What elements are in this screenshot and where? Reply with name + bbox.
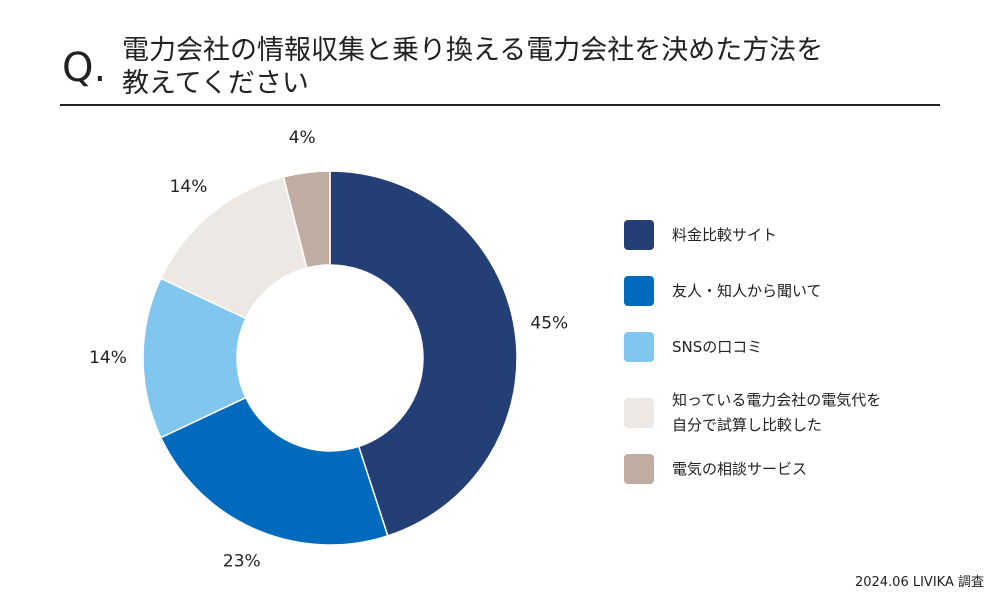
legend-swatch-4	[624, 398, 654, 428]
legend-label-3: SNSの口コミ	[672, 335, 762, 360]
slice-label-1: 45%	[530, 313, 568, 333]
chart-legend: 料金比較サイト友人・知人から聞いて SNSの口コミ知っている電力会社の電気代を 自分…	[624, 0, 984, 600]
legend-label-2-line-1: 友人・知人から聞いて	[672, 281, 822, 300]
legend-swatch-2	[624, 276, 654, 306]
header: Q. 電力会社の情報収集と乗り換える電力会社を決めた方法を 教えてください	[60, 28, 940, 106]
legend-label-1: 料金比較サイト	[672, 223, 777, 248]
legend-item-3: SNSの口コミ	[624, 332, 762, 362]
question-mark-label: Q.	[62, 45, 107, 91]
legend-swatch-5	[624, 454, 654, 484]
source-note: 2024.06 LIVIKA 調査	[854, 575, 984, 590]
legend-item-5: 電気の相談サービス	[624, 454, 807, 484]
legend-item-4: 知っている電力会社の電気代を 自分で試算し比較した	[624, 388, 881, 438]
slice-label-5: 4%	[289, 128, 316, 148]
slice-label-4: 14%	[170, 177, 208, 197]
legend-label-2: 友人・知人から聞いて	[672, 279, 822, 304]
legend-label-4-line-2: 自分で試算し比較した	[672, 416, 823, 434]
legend-label-4: 知っている電力会社の電気代を 自分で試算し比較した	[672, 388, 881, 438]
legend-item-2: 友人・知人から聞いて	[624, 276, 822, 306]
slice-label-3: 14%	[89, 348, 127, 368]
legend-label-1-line-1: 料金比較サイト	[672, 225, 778, 244]
legend-label-4-line-1: 知っている電力会社の電気代を	[672, 391, 882, 409]
slice-label-2: 23%	[223, 552, 261, 572]
legend-swatch-3	[624, 332, 654, 362]
slice-2	[159, 396, 389, 546]
page-title: 電力会社の情報収集と乗り換える電力会社を決めた方法を 教えてください	[122, 34, 922, 100]
legend-label-3-line-1: SNSの口コミ	[672, 337, 763, 356]
legend-item-1: 料金比較サイト	[624, 220, 777, 250]
legend-label-5: 電気の相談サービス	[672, 457, 807, 482]
slice-5	[282, 170, 331, 269]
title-line-2: 教えてください	[122, 68, 309, 99]
title-line-1: 電力会社の情報収集と乗り換える電力会社を決めた方法を	[122, 35, 824, 66]
donut-chart: 45% 23% 14% 14% 4%	[89, 128, 568, 572]
legend-label-5-line-1: 電気の相談サービス	[672, 459, 808, 478]
legend-swatch-1	[624, 220, 654, 250]
slice-1	[329, 170, 518, 537]
